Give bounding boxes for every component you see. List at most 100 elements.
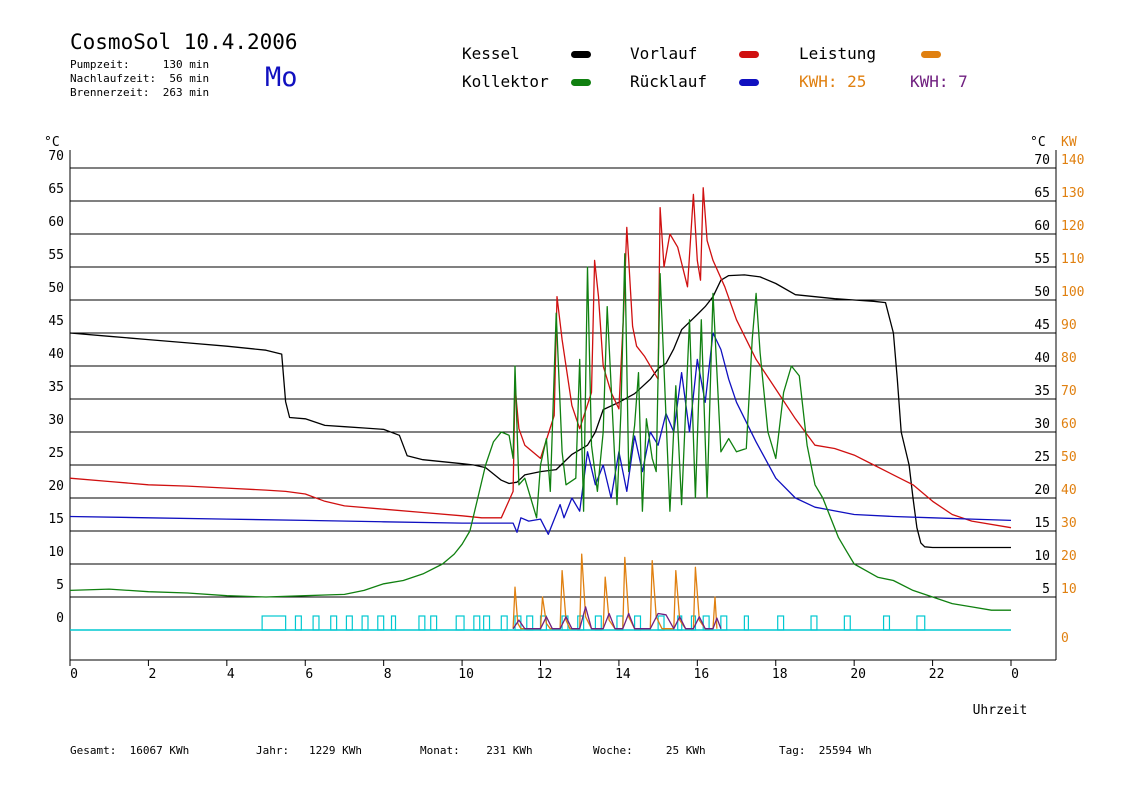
- y-tick-label-40: 40: [48, 347, 64, 362]
- legend-ruecklauf-label: Rücklauf: [630, 72, 708, 91]
- kw-tick-label-140: 140: [1061, 153, 1084, 168]
- pump-interval-22: [657, 615, 665, 631]
- y-right-tick-label-10: 10: [1034, 549, 1050, 564]
- y-tick-label-35: 35: [48, 380, 64, 395]
- pump-interval-32: [916, 615, 926, 631]
- y-right-tick-label-35: 35: [1034, 384, 1050, 399]
- series-line-rcklauf: [69, 332, 1012, 535]
- x-tick-label-2: 4: [227, 667, 235, 682]
- y-right-tick-label-20: 20: [1034, 483, 1050, 498]
- pumpzeit-text: Pumpzeit: 130 min: [70, 58, 210, 71]
- x-tick-label-6: 12: [537, 667, 553, 682]
- pump-interval-28: [777, 615, 785, 631]
- pump-interval-0: [261, 615, 287, 631]
- x-tick-label-12: 0: [1011, 667, 1019, 682]
- kw-tick-label-0: 0: [1061, 631, 1069, 646]
- legend-kessel-label: Kessel: [462, 44, 520, 63]
- x-tick-label-3: 6: [305, 667, 313, 682]
- kw-tick-label-110: 110: [1061, 252, 1084, 267]
- y-tick-label-25: 25: [48, 446, 64, 461]
- kw-tick-label-30: 30: [1061, 516, 1077, 531]
- y-tick-label-70: 70: [48, 149, 64, 164]
- x-tick-label-7: 14: [615, 667, 631, 682]
- legend-ruecklauf-swatch: [739, 79, 759, 86]
- kw-tick-label-90: 90: [1061, 318, 1077, 333]
- x-tick-label-4: 8: [384, 667, 392, 682]
- brennerzeit-text: Brennerzeit: 263 min: [70, 86, 210, 99]
- y-tick-label-50: 50: [48, 281, 64, 296]
- x-tick-label-8: 16: [694, 667, 710, 682]
- pump-interval-27: [743, 615, 749, 631]
- y-right-tick-label-50: 50: [1034, 285, 1050, 300]
- kw-tick-label-70: 70: [1061, 384, 1077, 399]
- footer-jahr: Jahr: 1229 KWh: [256, 744, 362, 757]
- series-line-kollektor: [69, 253, 1011, 611]
- x-tick-label-1: 2: [149, 667, 157, 682]
- legend-kollektor-swatch: [571, 79, 591, 86]
- y-right-tick-label-30: 30: [1034, 417, 1050, 432]
- kw-tick-label-10: 10: [1061, 582, 1077, 597]
- pump-interval-25: [702, 615, 710, 631]
- kw-tick-label-120: 120: [1061, 219, 1084, 234]
- y-tick-label-20: 20: [48, 479, 64, 494]
- footer-woche: Woche: 25 KWh: [593, 744, 706, 757]
- y-tick-label-60: 60: [48, 215, 64, 230]
- kw-tick-label-100: 100: [1061, 285, 1084, 300]
- y-tick-label-0: 0: [56, 611, 64, 626]
- y-right-tick-label-65: 65: [1034, 186, 1050, 201]
- pump-interval-20: [616, 615, 624, 631]
- y-axis-unit-right: °C: [1030, 135, 1046, 150]
- y-right-tick-label-60: 60: [1034, 219, 1050, 234]
- pump-interval-2: [312, 615, 320, 631]
- y-tick-label-5: 5: [56, 578, 64, 593]
- pump-interval-12: [483, 615, 491, 631]
- y-right-tick-label-5: 5: [1042, 582, 1050, 597]
- pump-interval-15: [526, 615, 534, 631]
- y-right-tick-label-25: 25: [1034, 450, 1050, 465]
- pump-interval-3: [330, 615, 338, 631]
- y-right-tick-label-15: 15: [1034, 516, 1050, 531]
- y-tick-label-45: 45: [48, 314, 64, 329]
- legend-vorlauf-swatch: [739, 51, 759, 58]
- x-tick-label-11: 22: [929, 667, 945, 682]
- pump-interval-13: [500, 615, 508, 631]
- pump-interval-11: [473, 615, 481, 631]
- pump-interval-6: [377, 615, 385, 631]
- y-tick-label-10: 10: [48, 545, 64, 560]
- kw-tick-label-60: 60: [1061, 417, 1077, 432]
- pump-interval-5: [361, 615, 369, 631]
- pump-interval-4: [345, 615, 353, 631]
- pump-interval-9: [430, 615, 438, 631]
- y-right-tick-label-55: 55: [1034, 252, 1050, 267]
- y-tick-label-15: 15: [48, 512, 64, 527]
- legend-kollektor-label: Kollektor: [462, 72, 549, 91]
- pump-interval-26: [720, 615, 728, 631]
- kw-tick-label-50: 50: [1061, 450, 1077, 465]
- series-line-kessel: [69, 274, 1011, 549]
- x-tick-label-9: 18: [772, 667, 788, 682]
- x-tick-label-5: 10: [458, 667, 474, 682]
- legend-kwh-purple: KWH: 7: [910, 72, 968, 91]
- footer-monat: Monat: 231 KWh: [420, 744, 533, 757]
- kw-tick-label-130: 130: [1061, 186, 1084, 201]
- weekday-label: Mo: [265, 62, 298, 93]
- x-tick-label-10: 20: [850, 667, 866, 682]
- pump-interval-30: [843, 615, 851, 631]
- pump-interval-10: [455, 615, 465, 631]
- footer-tag: Tag: 25594 Wh: [779, 744, 872, 757]
- x-tick-label-0: 0: [70, 667, 78, 682]
- y-right-tick-label-40: 40: [1034, 351, 1050, 366]
- pump-interval-8: [418, 615, 426, 631]
- legend-leistung-swatch: [921, 51, 941, 58]
- pump-interval-31: [882, 615, 891, 631]
- series-line-kwh: [512, 606, 722, 630]
- kw-axis-unit: KW: [1061, 135, 1077, 150]
- x-axis-label: Uhrzeit: [973, 703, 1028, 718]
- y-tick-label-55: 55: [48, 248, 64, 263]
- legend-vorlauf-label: Vorlauf: [630, 44, 698, 63]
- pump-interval-21: [633, 615, 642, 631]
- y-tick-label-30: 30: [48, 413, 64, 428]
- legend-leistung-label: Leistung: [799, 44, 877, 63]
- chart-title: CosmoSol 10.4.2006: [70, 30, 298, 54]
